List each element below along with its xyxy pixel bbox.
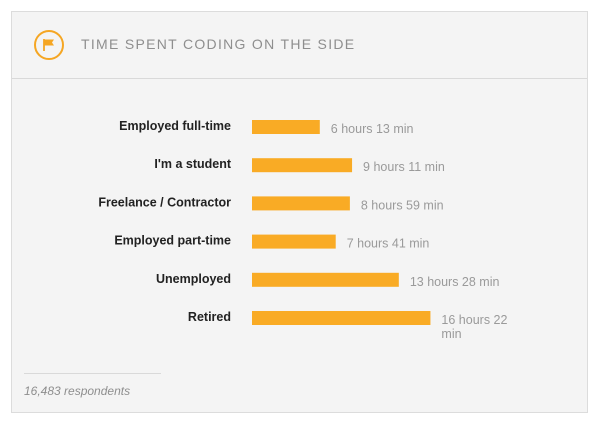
bar (252, 158, 353, 173)
bar-chart: Employed full-time 6 hours 13 min I'm a st… (98, 119, 507, 341)
category-label: Unemployed (156, 272, 231, 286)
bar (252, 272, 399, 287)
category-label: Employed full-time (119, 119, 231, 133)
value-label: 8 hours 59 min (361, 198, 444, 212)
card-header: TIME SPENT CODING ON THE SIDE (12, 12, 587, 78)
value-label: 16 hours 22 min (441, 313, 507, 341)
category-label: Employed part-time (114, 234, 231, 248)
category-label: Freelance / Contractor (98, 195, 231, 209)
header-divider (12, 78, 587, 79)
category-label: Retired (188, 310, 231, 324)
bar (252, 120, 320, 134)
value-label: 13 hours 28 min (410, 275, 500, 289)
bar (252, 311, 431, 325)
category-label: I'm a student (154, 157, 231, 171)
value-label: 6 hours 13 min (331, 122, 414, 136)
chart-title: TIME SPENT CODING ON THE SIDE (81, 36, 356, 52)
bar (252, 234, 336, 249)
value-label: 9 hours 11 min (363, 160, 445, 174)
bar (252, 196, 350, 211)
respondents-count: 16,483 respondents (24, 384, 131, 398)
chart-card: TIME SPENT CODING ON THE SIDE Employed f… (11, 11, 588, 413)
flag-icon (34, 30, 64, 60)
footer-divider (24, 373, 161, 374)
value-label: 7 hours 41 min (347, 237, 430, 251)
